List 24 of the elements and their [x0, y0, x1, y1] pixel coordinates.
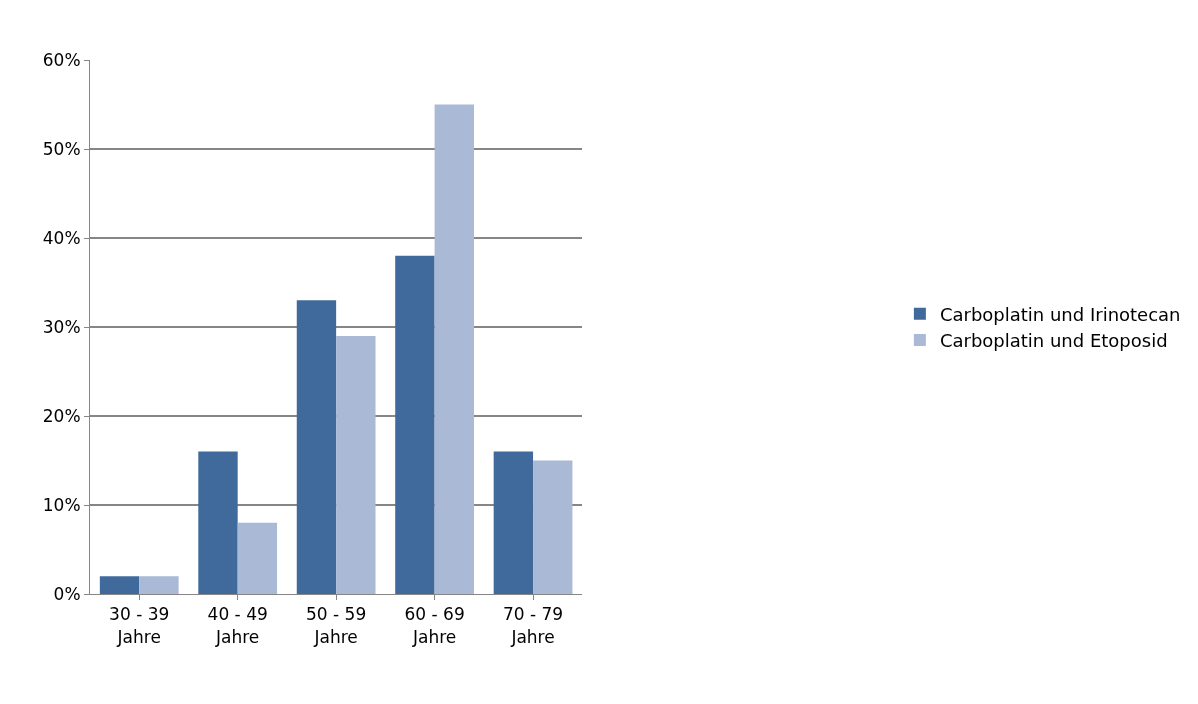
y-tick-label: 0% — [53, 583, 81, 604]
legend-label: Carboplatin und Etoposid — [939, 330, 1168, 352]
x-tick-label: 40 - 49 Jahre — [207, 604, 268, 647]
bar — [533, 460, 573, 594]
bar — [139, 576, 179, 594]
bar — [99, 576, 140, 594]
bar — [336, 335, 376, 594]
y-tick-label: 60% — [42, 49, 81, 70]
bar — [493, 451, 534, 594]
x-tick-label: 30 - 39 Jahre — [109, 604, 170, 647]
bar — [198, 451, 238, 594]
y-tick-label: 20% — [42, 405, 81, 426]
bar — [395, 255, 435, 594]
x-tick-label: 50 - 59 Jahre — [306, 604, 367, 647]
bar — [434, 104, 474, 594]
bar — [296, 300, 337, 594]
x-tick-label: 60 - 69 Jahre — [404, 604, 465, 647]
y-tick-label: 50% — [42, 138, 81, 159]
x-tick-label: 70 - 79 Jahre — [502, 604, 564, 647]
y-tick-label: 10% — [42, 494, 81, 515]
y-tick-label: 30% — [42, 316, 81, 337]
bar — [237, 522, 278, 594]
legend-label: Carboplatin und Irinotecan — [939, 303, 1181, 325]
y-tick-label: 40% — [42, 227, 81, 248]
